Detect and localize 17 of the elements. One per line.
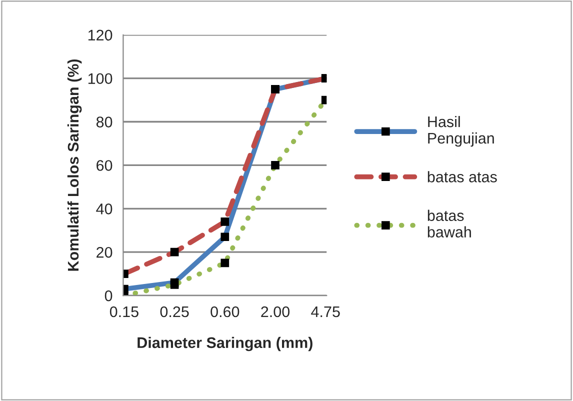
y-axis-title: Komulatif Lolos Saringan (%) <box>67 59 82 271</box>
x-tick-label: 2.00 <box>261 306 290 318</box>
legend-label: Hasil Pengujian <box>428 116 494 147</box>
legend-label: batas atas <box>428 171 497 182</box>
x-tick-label: 4.75 <box>311 306 340 318</box>
y-tick-label: 20 <box>96 246 112 258</box>
y-tick-label: 0 <box>104 290 112 302</box>
x-tick-label: 0.60 <box>210 306 240 318</box>
y-tick-label: 40 <box>96 204 112 214</box>
y-tick-label: 120 <box>88 30 112 41</box>
x-tick-label: 0.15 <box>110 306 138 318</box>
y-tick-label: 100 <box>88 73 112 84</box>
x-axis-title: Diameter Saringan (mm) <box>138 336 312 352</box>
y-tick-label: 60 <box>96 160 112 171</box>
legend-label: batas bawah <box>428 210 471 238</box>
x-tick-label: 0.25 <box>160 306 189 318</box>
y-tick-label: 80 <box>96 116 112 128</box>
